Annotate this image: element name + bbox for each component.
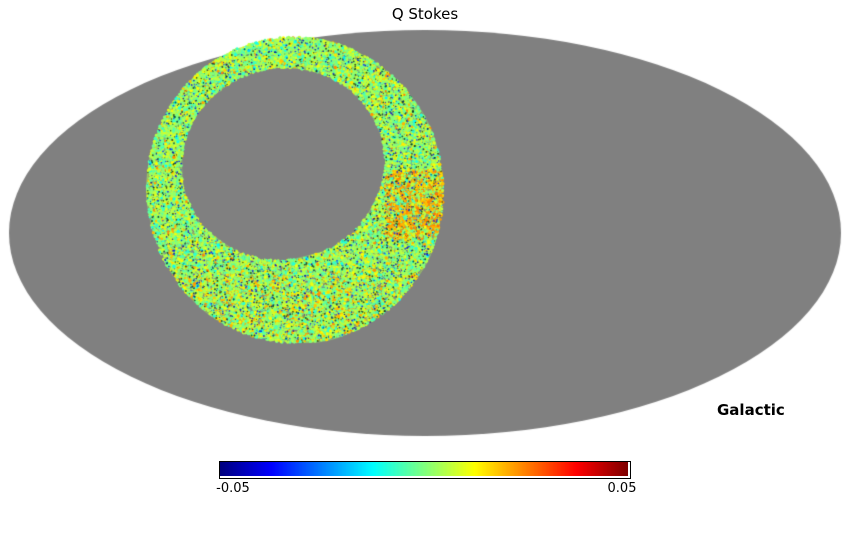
- colorbar-max-label: 0.05: [607, 481, 637, 496]
- colorbar: [219, 461, 631, 479]
- colorbar-gradient-canvas: [220, 462, 628, 476]
- colorbar-min-label: -0.05: [216, 481, 250, 496]
- sky-map-canvas: [0, 0, 850, 455]
- coordinate-frame-label: Galactic: [717, 401, 785, 419]
- plot-title: Q Stokes: [391, 5, 459, 23]
